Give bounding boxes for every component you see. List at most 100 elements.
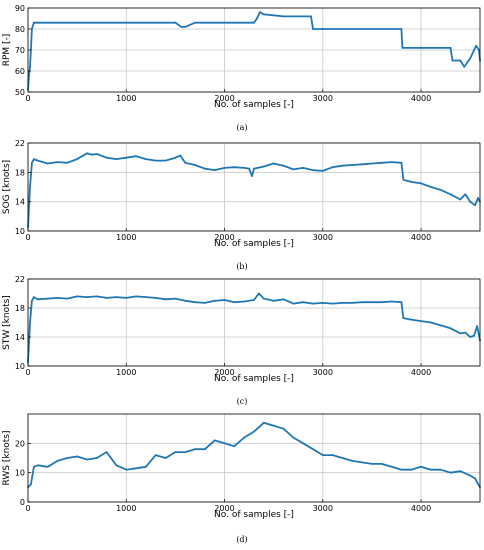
x-tick-label: 2000 [214, 94, 234, 103]
x-tick-label: 3000 [313, 504, 333, 513]
data-point [439, 189, 442, 191]
panel-caption: (b) [236, 262, 247, 271]
data-point [125, 468, 128, 471]
data-point [321, 28, 324, 30]
data-point [410, 318, 413, 321]
data-point [36, 21, 39, 24]
data-point [272, 424, 275, 427]
data-point [259, 11, 261, 14]
series-line [27, 152, 481, 228]
data-point [469, 474, 472, 477]
data-point [184, 26, 187, 28]
y-tick-label: 0 [20, 498, 25, 507]
y-tick-label: 14 [15, 333, 25, 342]
data-point [331, 166, 334, 169]
data-point [341, 302, 344, 304]
data-point [66, 297, 69, 300]
data-point [400, 301, 403, 304]
data-point [351, 460, 354, 462]
data-point [174, 156, 177, 159]
data-point [164, 159, 167, 162]
data-point [390, 300, 393, 303]
y-axis-label: STW [knots] [2, 295, 12, 350]
data-point [248, 167, 251, 170]
x-tick-label: 4000 [411, 233, 431, 242]
data-point [477, 197, 479, 199]
data-point [449, 193, 452, 196]
x-tick-label: 0 [25, 504, 30, 513]
chart-panel-0: 0 1000 2000 3000 4000 50 60 70 80 90 No. of sample… [2, 4, 481, 132]
data-point [31, 28, 33, 30]
data-point [204, 448, 206, 451]
data-point [321, 302, 324, 304]
x-axis-label: No. of samples [-] [214, 239, 294, 249]
data-point [469, 336, 472, 338]
data-point [410, 181, 413, 183]
data-point [410, 468, 413, 471]
panel-caption: (a) [236, 123, 247, 132]
x-tick-label: 2000 [214, 368, 234, 377]
data-point [135, 155, 138, 158]
data-point [449, 47, 452, 49]
x-tick-label: 0 [25, 94, 30, 103]
data-point [105, 297, 108, 299]
data-point [478, 49, 480, 51]
data-point [253, 430, 255, 433]
chart-panel-2: 0 1000 2000 3000 4000 10 14 18 22 No. of samples … [2, 275, 481, 406]
y-tick-label: 10 [15, 469, 25, 478]
x-tick-label: 1000 [116, 94, 136, 103]
data-point [464, 331, 467, 334]
data-point [463, 65, 466, 68]
data-point [466, 61, 469, 64]
data-point [86, 458, 88, 461]
data-point [95, 295, 98, 298]
data-point [401, 47, 404, 49]
x-tick-label: 3000 [313, 233, 333, 242]
data-point [36, 298, 39, 301]
data-point [46, 465, 49, 468]
panel-caption: (d) [236, 535, 247, 544]
data-point [76, 158, 78, 161]
data-point [439, 324, 442, 327]
data-point [33, 158, 35, 161]
data-point [430, 468, 432, 471]
data-point [243, 436, 246, 439]
data-point [135, 295, 138, 298]
data-point [474, 477, 476, 480]
data-point [174, 297, 177, 300]
data-point [204, 302, 206, 304]
series-line [27, 11, 481, 90]
data-point [262, 421, 265, 424]
data-point [400, 28, 403, 30]
data-point [430, 321, 432, 324]
data-point [302, 167, 304, 169]
data-point [282, 164, 285, 167]
plot-frame [27, 278, 481, 367]
data-point [341, 164, 344, 167]
data-point [213, 169, 216, 172]
x-tick-label: 4000 [411, 94, 431, 103]
data-point [312, 28, 314, 30]
data-point [282, 427, 285, 430]
series-line [27, 421, 481, 488]
data-point [180, 26, 183, 28]
data-point [154, 297, 157, 299]
data-point [115, 464, 118, 467]
data-point [321, 170, 324, 172]
data-point [29, 186, 31, 188]
data-point [95, 457, 98, 459]
data-point [174, 21, 177, 24]
data-point [331, 454, 334, 456]
data-point [145, 296, 147, 298]
data-point [194, 164, 196, 166]
data-point [420, 465, 422, 468]
data-point [243, 300, 246, 303]
data-point [76, 295, 78, 298]
data-point [351, 164, 354, 166]
data-point [46, 162, 49, 165]
x-tick-label: 1000 [116, 504, 136, 513]
data-point [30, 483, 32, 486]
data-point [145, 158, 147, 161]
data-point [125, 156, 128, 159]
